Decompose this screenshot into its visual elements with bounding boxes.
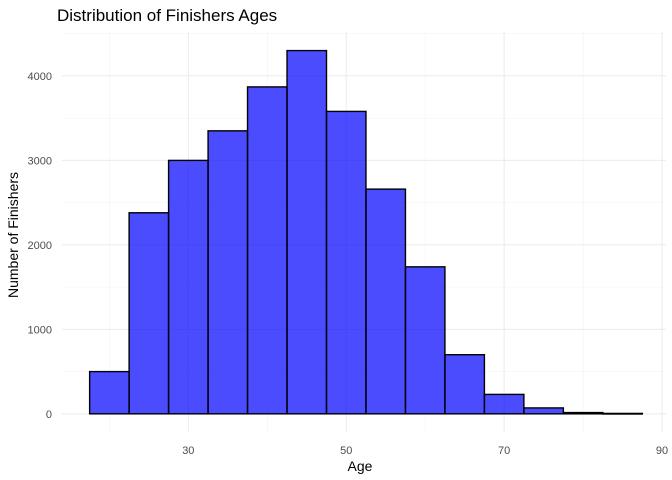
y-tick-label: 1000: [28, 324, 52, 336]
x-axis-title: Age: [348, 458, 373, 474]
bars: [88, 49, 644, 415]
y-tick-label: 2000: [28, 240, 52, 252]
histogram-bar: [602, 412, 644, 415]
chart-title: Distribution of Finishers Ages: [57, 6, 277, 25]
histogram-bar: [483, 393, 525, 415]
histogram-bar: [325, 110, 367, 415]
x-tick-label: 70: [498, 445, 510, 457]
histogram-bar: [88, 370, 130, 415]
histogram-bar: [286, 49, 328, 415]
histogram-bar: [246, 86, 288, 415]
x-tick-label: 50: [340, 445, 352, 457]
y-tick-label: 0: [46, 409, 52, 421]
histogram-bar: [523, 407, 565, 415]
x-tick-label: 90: [656, 445, 668, 457]
histogram-bar: [128, 212, 170, 415]
x-axis-ticks: 30 50 70 90: [182, 445, 668, 457]
y-axis-ticks: 0 1000 2000 3000 4000: [28, 71, 52, 421]
y-tick-label: 4000: [28, 71, 52, 83]
histogram-bar: [207, 130, 249, 415]
y-axis-title: Number of Finishers: [5, 172, 21, 298]
y-tick-label: 3000: [28, 155, 52, 167]
histogram-bar: [365, 188, 407, 415]
histogram-bar: [167, 159, 209, 415]
x-tick-label: 30: [182, 445, 194, 457]
histogram-bar: [444, 354, 486, 415]
histogram-bar: [404, 266, 446, 415]
histogram-bar: [562, 411, 604, 415]
